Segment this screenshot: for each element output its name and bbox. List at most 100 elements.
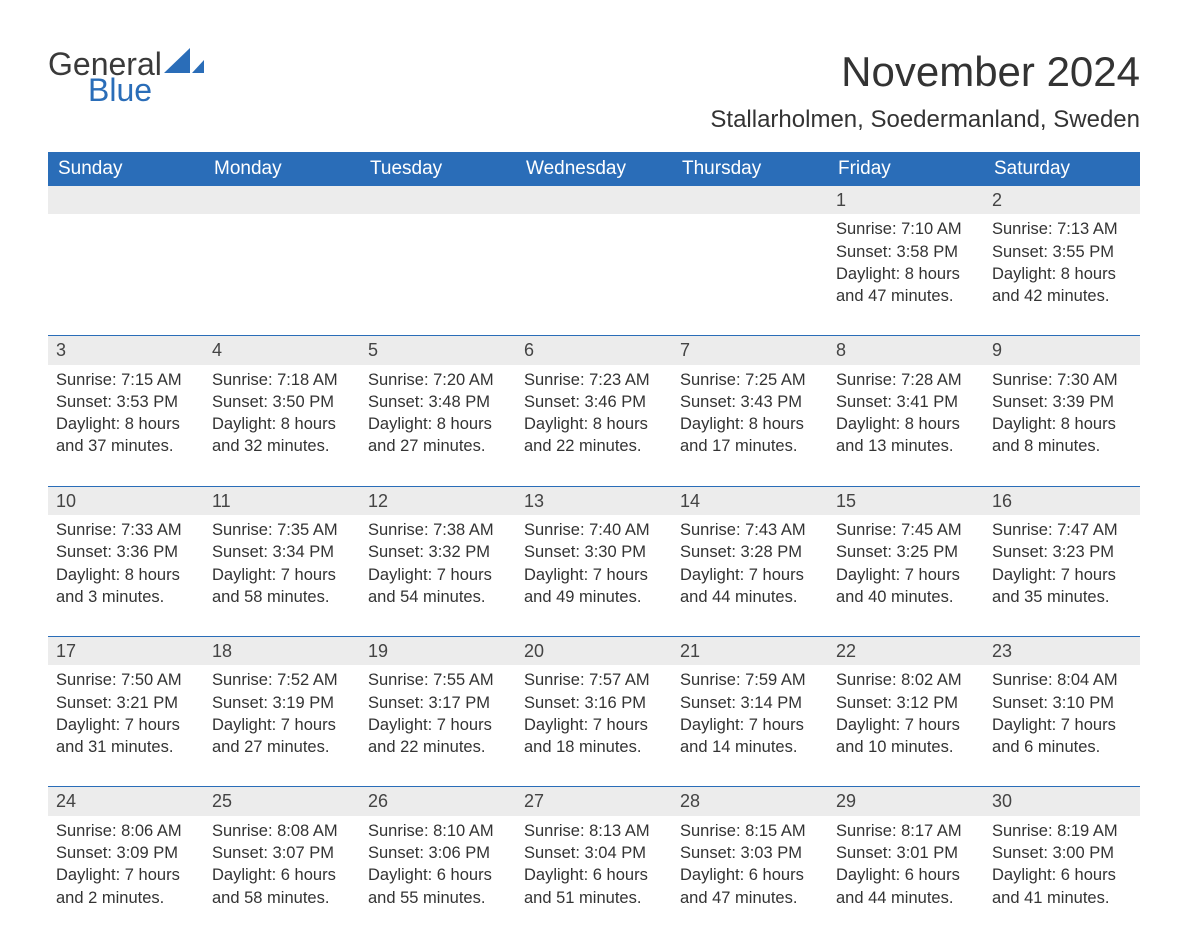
- sunrise-line: Sunrise: 7:25 AM: [680, 369, 820, 391]
- daylight2-line: and 14 minutes.: [680, 736, 820, 758]
- calendar-day-cell: 9Sunrise: 7:30 AMSunset: 3:39 PMDaylight…: [984, 336, 1140, 486]
- day-number: 26: [360, 787, 516, 815]
- daylight2-line: and 41 minutes.: [992, 887, 1132, 909]
- day-number: 9: [984, 336, 1140, 364]
- sunset-line: Sunset: 3:14 PM: [680, 692, 820, 714]
- sunrise-line: Sunrise: 7:52 AM: [212, 669, 352, 691]
- sunrise-line: Sunrise: 7:38 AM: [368, 519, 508, 541]
- calendar-day-cell: 4Sunrise: 7:18 AMSunset: 3:50 PMDaylight…: [204, 336, 360, 486]
- day-number: 17: [48, 637, 204, 665]
- sunset-line: Sunset: 3:46 PM: [524, 391, 664, 413]
- sunrise-line: Sunrise: 7:55 AM: [368, 669, 508, 691]
- day-number: 14: [672, 487, 828, 515]
- daylight1-line: Daylight: 8 hours: [212, 413, 352, 435]
- calendar-table: Sunday Monday Tuesday Wednesday Thursday…: [48, 152, 1140, 937]
- sunrise-line: Sunrise: 8:08 AM: [212, 820, 352, 842]
- sunset-line: Sunset: 3:16 PM: [524, 692, 664, 714]
- calendar-day-cell: 29Sunrise: 8:17 AMSunset: 3:01 PMDayligh…: [828, 787, 984, 937]
- calendar-week-row: 3Sunrise: 7:15 AMSunset: 3:53 PMDaylight…: [48, 336, 1140, 486]
- day-number: 19: [360, 637, 516, 665]
- day-number: 27: [516, 787, 672, 815]
- daylight2-line: and 44 minutes.: [836, 887, 976, 909]
- daylight1-line: Daylight: 7 hours: [992, 714, 1132, 736]
- day-number: [204, 186, 360, 214]
- sunset-line: Sunset: 3:19 PM: [212, 692, 352, 714]
- calendar-day-cell: 27Sunrise: 8:13 AMSunset: 3:04 PMDayligh…: [516, 787, 672, 937]
- daylight2-line: and 55 minutes.: [368, 887, 508, 909]
- sunset-line: Sunset: 3:04 PM: [524, 842, 664, 864]
- calendar-day-cell: 8Sunrise: 7:28 AMSunset: 3:41 PMDaylight…: [828, 336, 984, 486]
- calendar-day-cell: [516, 186, 672, 336]
- daylight1-line: Daylight: 8 hours: [524, 413, 664, 435]
- sunset-line: Sunset: 3:43 PM: [680, 391, 820, 413]
- daylight1-line: Daylight: 7 hours: [680, 714, 820, 736]
- page-title: November 2024: [710, 48, 1140, 96]
- weekday-header: Friday: [828, 152, 984, 186]
- sunrise-line: Sunrise: 7:57 AM: [524, 669, 664, 691]
- calendar-day-cell: 21Sunrise: 7:59 AMSunset: 3:14 PMDayligh…: [672, 637, 828, 787]
- calendar-day-cell: 7Sunrise: 7:25 AMSunset: 3:43 PMDaylight…: [672, 336, 828, 486]
- weekday-header-row: Sunday Monday Tuesday Wednesday Thursday…: [48, 152, 1140, 186]
- calendar-day-cell: 28Sunrise: 8:15 AMSunset: 3:03 PMDayligh…: [672, 787, 828, 937]
- day-number: 2: [984, 186, 1140, 214]
- sunset-line: Sunset: 3:28 PM: [680, 541, 820, 563]
- daylight1-line: Daylight: 7 hours: [212, 564, 352, 586]
- sunrise-line: Sunrise: 8:13 AM: [524, 820, 664, 842]
- calendar-day-cell: 19Sunrise: 7:55 AMSunset: 3:17 PMDayligh…: [360, 637, 516, 787]
- sunrise-line: Sunrise: 7:33 AM: [56, 519, 196, 541]
- calendar-day-cell: 20Sunrise: 7:57 AMSunset: 3:16 PMDayligh…: [516, 637, 672, 787]
- calendar-day-cell: [360, 186, 516, 336]
- calendar-day-cell: [48, 186, 204, 336]
- location: Stallarholmen, Soedermanland, Sweden: [710, 106, 1140, 134]
- daylight1-line: Daylight: 8 hours: [56, 413, 196, 435]
- daylight2-line: and 22 minutes.: [524, 435, 664, 457]
- sunrise-line: Sunrise: 7:35 AM: [212, 519, 352, 541]
- calendar-day-cell: 18Sunrise: 7:52 AMSunset: 3:19 PMDayligh…: [204, 637, 360, 787]
- sunset-line: Sunset: 3:48 PM: [368, 391, 508, 413]
- daylight2-line: and 40 minutes.: [836, 586, 976, 608]
- calendar-day-cell: [204, 186, 360, 336]
- sunset-line: Sunset: 3:25 PM: [836, 541, 976, 563]
- sunset-line: Sunset: 3:10 PM: [992, 692, 1132, 714]
- daylight1-line: Daylight: 8 hours: [56, 564, 196, 586]
- sunrise-line: Sunrise: 7:13 AM: [992, 218, 1132, 240]
- day-number: 21: [672, 637, 828, 665]
- calendar-day-cell: 30Sunrise: 8:19 AMSunset: 3:00 PMDayligh…: [984, 787, 1140, 937]
- daylight1-line: Daylight: 8 hours: [680, 413, 820, 435]
- logo-text-block: General Blue: [48, 48, 204, 106]
- day-number: 18: [204, 637, 360, 665]
- calendar-day-cell: 3Sunrise: 7:15 AMSunset: 3:53 PMDaylight…: [48, 336, 204, 486]
- daylight2-line: and 18 minutes.: [524, 736, 664, 758]
- day-number: 22: [828, 637, 984, 665]
- daylight2-line: and 13 minutes.: [836, 435, 976, 457]
- daylight1-line: Daylight: 8 hours: [368, 413, 508, 435]
- calendar-day-cell: 25Sunrise: 8:08 AMSunset: 3:07 PMDayligh…: [204, 787, 360, 937]
- logo: General Blue: [48, 48, 204, 106]
- daylight2-line: and 32 minutes.: [212, 435, 352, 457]
- calendar-day-cell: 1Sunrise: 7:10 AMSunset: 3:58 PMDaylight…: [828, 186, 984, 336]
- sunset-line: Sunset: 3:50 PM: [212, 391, 352, 413]
- daylight1-line: Daylight: 7 hours: [992, 564, 1132, 586]
- sunrise-line: Sunrise: 7:28 AM: [836, 369, 976, 391]
- day-number: 13: [516, 487, 672, 515]
- daylight2-line: and 51 minutes.: [524, 887, 664, 909]
- day-number: [672, 186, 828, 214]
- daylight1-line: Daylight: 6 hours: [836, 864, 976, 886]
- daylight1-line: Daylight: 7 hours: [368, 564, 508, 586]
- sunset-line: Sunset: 3:00 PM: [992, 842, 1132, 864]
- daylight1-line: Daylight: 7 hours: [524, 564, 664, 586]
- daylight2-line: and 3 minutes.: [56, 586, 196, 608]
- daylight1-line: Daylight: 8 hours: [992, 263, 1132, 285]
- calendar-day-cell: 16Sunrise: 7:47 AMSunset: 3:23 PMDayligh…: [984, 486, 1140, 636]
- calendar-day-cell: 22Sunrise: 8:02 AMSunset: 3:12 PMDayligh…: [828, 637, 984, 787]
- daylight1-line: Daylight: 7 hours: [680, 564, 820, 586]
- calendar-day-cell: 24Sunrise: 8:06 AMSunset: 3:09 PMDayligh…: [48, 787, 204, 937]
- day-number: [516, 186, 672, 214]
- daylight2-line: and 8 minutes.: [992, 435, 1132, 457]
- calendar-day-cell: 14Sunrise: 7:43 AMSunset: 3:28 PMDayligh…: [672, 486, 828, 636]
- calendar-body: 1Sunrise: 7:10 AMSunset: 3:58 PMDaylight…: [48, 186, 1140, 937]
- sunset-line: Sunset: 3:36 PM: [56, 541, 196, 563]
- daylight1-line: Daylight: 7 hours: [56, 864, 196, 886]
- calendar-day-cell: 17Sunrise: 7:50 AMSunset: 3:21 PMDayligh…: [48, 637, 204, 787]
- calendar-day-cell: 26Sunrise: 8:10 AMSunset: 3:06 PMDayligh…: [360, 787, 516, 937]
